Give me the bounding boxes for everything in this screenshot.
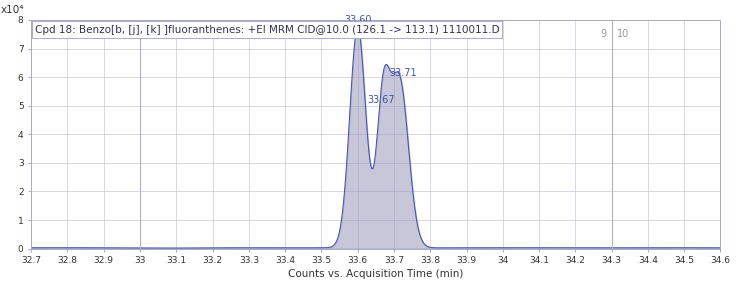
Text: 33.67: 33.67 xyxy=(367,95,395,105)
Text: Cpd 18: Benzo[b, [j], [k] ]fluoranthenes: +EI MRM CID@10.0 (126.1 -> 113.1) 1110: Cpd 18: Benzo[b, [j], [k] ]fluoranthenes… xyxy=(35,25,499,34)
Text: x10⁴: x10⁴ xyxy=(0,5,24,15)
Text: 33.71: 33.71 xyxy=(389,68,417,78)
Text: 8: 8 xyxy=(129,29,135,39)
Text: 9: 9 xyxy=(146,29,152,39)
Text: 9: 9 xyxy=(600,29,606,39)
Text: 10: 10 xyxy=(617,29,629,39)
X-axis label: Counts vs. Acquisition Time (min): Counts vs. Acquisition Time (min) xyxy=(289,269,464,280)
Text: 33.60: 33.60 xyxy=(344,15,372,25)
